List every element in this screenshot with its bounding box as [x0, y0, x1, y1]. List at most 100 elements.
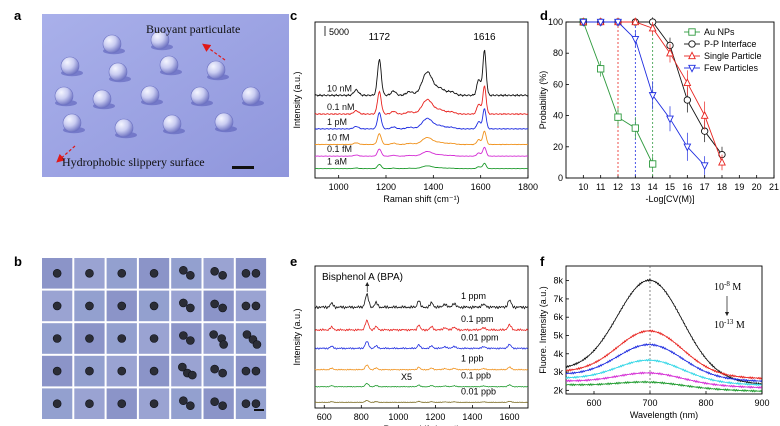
- y-tick-label: 2k: [553, 385, 563, 395]
- series-label: 0.1 nM: [327, 102, 355, 112]
- x-tick-label: 600: [586, 398, 601, 408]
- x-tick-label: 800: [698, 398, 713, 408]
- series-label: 0.1 ppb: [461, 371, 491, 381]
- y-tick-label: 8k: [553, 276, 563, 286]
- particle: [85, 366, 94, 376]
- particle: [241, 268, 251, 278]
- legend-label: P-P Interface: [704, 39, 756, 49]
- series-label: 10 fM: [327, 132, 350, 142]
- plot-frame: [314, 21, 529, 179]
- data-point: [683, 78, 692, 86]
- spectrum-line: [315, 319, 529, 332]
- grid-cell: [235, 258, 267, 289]
- droplet: [206, 60, 226, 80]
- particle: [117, 268, 127, 278]
- legend-label: Au NPs: [704, 27, 735, 37]
- data-point: [700, 162, 709, 171]
- data-point: [631, 124, 639, 132]
- particle: [251, 268, 261, 278]
- spectrum-line: [314, 49, 529, 98]
- particle: [149, 268, 159, 278]
- y-tick-label: 60: [553, 79, 563, 89]
- x-tick-label: 700: [642, 398, 657, 408]
- data-point: [649, 160, 657, 168]
- spectrum-line: [314, 108, 529, 130]
- particle: [241, 301, 251, 311]
- data-point: [666, 115, 674, 124]
- particle: [210, 364, 219, 374]
- y-tick-label: 4k: [553, 349, 563, 359]
- x-tick-label: 20: [752, 182, 762, 192]
- particle: [209, 330, 218, 339]
- particle: [117, 366, 127, 376]
- peak-label: 1616: [473, 32, 496, 43]
- droplet: [140, 85, 160, 105]
- particle: [52, 399, 62, 409]
- legend-label: Few Particles: [704, 63, 759, 73]
- particle: [218, 303, 227, 313]
- particle: [52, 366, 62, 376]
- particle: [186, 401, 195, 411]
- spectrum-line: [315, 130, 528, 146]
- particle: [52, 301, 62, 311]
- spectrum-line: [314, 399, 528, 403]
- particle: [251, 399, 261, 409]
- range-top-label: 10-8 M: [714, 280, 741, 293]
- droplet: [114, 118, 134, 138]
- droplet: [54, 86, 74, 106]
- peak-label: 1172: [369, 32, 391, 43]
- x-tick-label: 13: [630, 182, 640, 192]
- chart-d-probability: 10 11 12 13 14 15 16 17 18 19 20 21 0 20 40 60 80 100 Au N…: [538, 17, 779, 204]
- spectrum-line: [314, 364, 529, 371]
- y-tick-label: 0: [558, 173, 563, 183]
- particle: [85, 268, 94, 278]
- panel-b-label: b: [14, 254, 22, 269]
- x-tick-label: 15: [665, 182, 675, 192]
- plot-frame: [565, 265, 763, 395]
- droplet: [214, 112, 234, 132]
- particle: [242, 330, 252, 339]
- data-point: [597, 65, 605, 73]
- grid-cell: [235, 290, 267, 322]
- scale-label: 5000: [329, 27, 349, 37]
- data-point: [666, 48, 674, 57]
- spectrum-line: [314, 292, 529, 310]
- series-label: 0.01 ppm: [461, 332, 499, 342]
- chart-e-bpa-spectra: 600 800 1000 1200 1400 1600 1 ppm 0.1 ppm 0.01 p…: [292, 265, 529, 426]
- x-tick-label: 12: [613, 182, 623, 192]
- grid-cell: [203, 388, 234, 419]
- chart-c-raman-spectra: 1000 1200 1400 1600 1800 10 nM 0.1 nM 1 pM 10 fM…: [292, 21, 538, 204]
- y-tick-label: 20: [553, 142, 563, 152]
- y-axis-title: Fluore. Intensity (a.u.): [538, 286, 548, 374]
- series-label: 0.1 ppm: [461, 314, 494, 324]
- series-line: [583, 21, 706, 166]
- particle: [219, 340, 228, 349]
- x-tick-label: 1400: [423, 182, 443, 192]
- y-tick-label: 80: [553, 48, 563, 58]
- spectrum-line: [314, 146, 528, 157]
- chart-f-fluorescence: 600 700 800 900 2k 3k 4k 5k 6k 7k 8k 10-8 M 10-13 M W…: [538, 265, 770, 420]
- series-label: 0.1 fM: [327, 144, 352, 154]
- particle: [85, 301, 94, 311]
- fluorescence-line: [565, 343, 763, 383]
- droplet: [108, 62, 128, 82]
- legend-label: Single Particle: [704, 51, 762, 61]
- x-tick-label: 17: [700, 182, 710, 192]
- y-axis-title: Probability (%): [538, 71, 548, 130]
- droplet: [162, 114, 182, 134]
- plot-frame: [314, 265, 529, 409]
- particle: [149, 334, 159, 343]
- particle: [210, 299, 219, 309]
- x-axis-title: Raman shift (cm⁻¹): [383, 424, 459, 426]
- y-tick-label: 5k: [553, 330, 563, 340]
- particle: [251, 301, 261, 311]
- droplet: [60, 56, 80, 76]
- x-tick-label: 10: [578, 182, 588, 192]
- fluorescence-line: [565, 358, 762, 387]
- data-point: [683, 96, 691, 104]
- x-tick-label: 1200: [376, 182, 396, 192]
- x-tick-label: 1800: [518, 182, 538, 192]
- droplet: [150, 30, 170, 50]
- legend-marker: [688, 64, 696, 73]
